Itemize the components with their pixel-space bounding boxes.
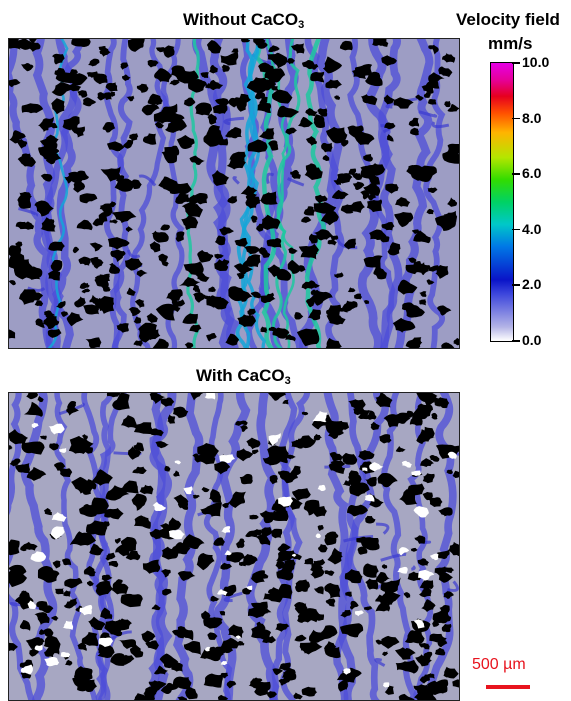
colorbar-tick-mark bbox=[512, 62, 520, 64]
colorbar-tick-label: 6.0 bbox=[522, 165, 542, 182]
colorbar-tick-mark bbox=[512, 284, 520, 286]
colorbar-tick-mark bbox=[512, 228, 520, 231]
bottom-panel-title: With CaCO3 bbox=[196, 366, 291, 387]
top-panel-title: Without CaCO3 bbox=[183, 10, 305, 31]
scale-bar bbox=[486, 685, 530, 689]
velocity-map-with-caco3 bbox=[8, 392, 460, 701]
colorbar-tick-mark bbox=[512, 340, 520, 342]
colorbar-tick-label: 4.0 bbox=[522, 220, 542, 237]
colorbar-tick-label: 10.0 bbox=[522, 54, 550, 70]
scale-bar-label: 500 µm bbox=[472, 656, 526, 673]
velocity-map-without-caco3 bbox=[8, 38, 460, 349]
colorbar-tick-mark bbox=[512, 117, 520, 120]
velocity-colorbar bbox=[490, 62, 514, 342]
colorbar-tick-mark bbox=[512, 173, 520, 175]
colorbar-tick-label: 2.0 bbox=[522, 276, 542, 293]
top-panel-solid-grains bbox=[9, 39, 459, 348]
colorbar-tick-label: 0.0 bbox=[522, 332, 542, 348]
colorbar-tick-label: 8.0 bbox=[522, 109, 542, 126]
bottom-panel-caco3-precipitates bbox=[20, 393, 457, 688]
colorbar-unit: mm/s bbox=[488, 34, 533, 53]
bottom-panel-solid-grains bbox=[9, 393, 459, 700]
colorbar-title: Velocity field bbox=[456, 10, 560, 29]
